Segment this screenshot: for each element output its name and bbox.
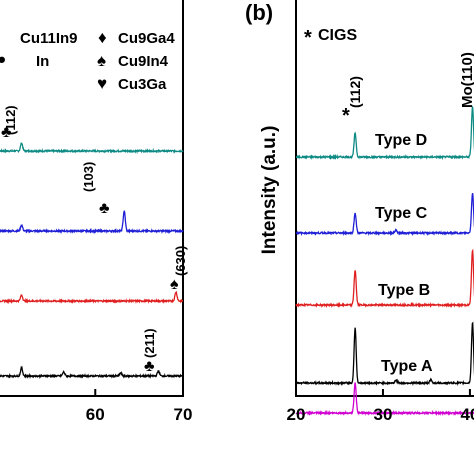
panel-b-curves <box>295 105 474 417</box>
annotation-a-211-symbol: ♣ <box>144 358 155 375</box>
legend-a-2-label: Cu9Ga4 <box>118 30 175 47</box>
annotation-a-103-symbol: ♣ <box>99 200 110 217</box>
legend-a-2-symbol: ♦ <box>98 28 107 47</box>
series-label-type-c: Type C <box>375 205 428 222</box>
panel-a-curves <box>0 142 184 380</box>
legend-a-0-label: Cu11In9 <box>20 30 78 47</box>
panel-b-label: (b) <box>245 0 273 25</box>
annotation-a-103-label: (103) <box>81 162 96 192</box>
legend-a-4-label: Cu3Ga <box>118 76 167 93</box>
series-1-4-line <box>295 382 474 417</box>
series-1-3-line <box>295 321 474 387</box>
series-1-0-line <box>295 105 474 161</box>
x-tick-label-0-1: 70 <box>174 405 193 424</box>
series-label-type-b: Type B <box>378 282 430 299</box>
series-0-1-line <box>0 210 184 235</box>
panel-b: (b) Intensity (a.u.) 20 30 40 * CIGS (112)… <box>245 0 474 424</box>
x-tick-label-0-0: 60 <box>86 405 105 424</box>
x-tick-label-1-0: 20 <box>287 405 306 424</box>
annotation-b-112-label: (112) <box>347 76 363 108</box>
series-0-2-line <box>0 290 184 305</box>
series-0-3-line <box>0 365 184 380</box>
legend-a-1-label: In <box>36 53 49 70</box>
series-label-type-d: Type D <box>375 132 427 149</box>
annotation-a-630-label: (630) <box>173 246 188 276</box>
annotation-a-112-label: (112) <box>3 105 18 135</box>
panel-a-frame <box>0 0 184 397</box>
series-label-type-a: Type A <box>381 358 433 375</box>
legend-a-1-symbol: • <box>0 47 6 72</box>
series-0-0-line <box>0 142 184 155</box>
annotation-b-112-symbol: * <box>342 105 350 127</box>
y-axis-label: Intensity (a.u.) <box>259 126 280 255</box>
panel-a-x-ticks: 60 70 <box>86 389 193 424</box>
legend-a-3-symbol: ♠ <box>97 51 106 70</box>
series-1-2-line <box>295 248 474 309</box>
x-tick-label-1-1: 30 <box>373 405 392 424</box>
annotation-a-211-label: (211) <box>142 328 157 358</box>
legend-a-4-symbol: ♥ <box>97 74 107 93</box>
x-tick-label-1-2: 40 <box>460 405 474 424</box>
series-1-1-line <box>295 192 474 237</box>
legend-b-label: CIGS <box>318 27 357 44</box>
legend-a-3-label: Cu9In4 <box>118 53 169 70</box>
panel-a: 60 70 Cu11In9 • In ♦ Cu9Ga4 ♠ Cu9In4 ♥ Cu… <box>0 0 192 424</box>
panel-b-frame <box>295 0 474 397</box>
annotation-a-112-symbol: ♣ <box>1 124 12 141</box>
panel-b-x-ticks: 20 30 40 <box>287 389 474 424</box>
legend-b-symbol: * <box>304 27 312 49</box>
annotation-b-mo110-label: Mo(110) <box>459 52 474 108</box>
annotation-a-630-symbol: ♠ <box>170 276 179 293</box>
